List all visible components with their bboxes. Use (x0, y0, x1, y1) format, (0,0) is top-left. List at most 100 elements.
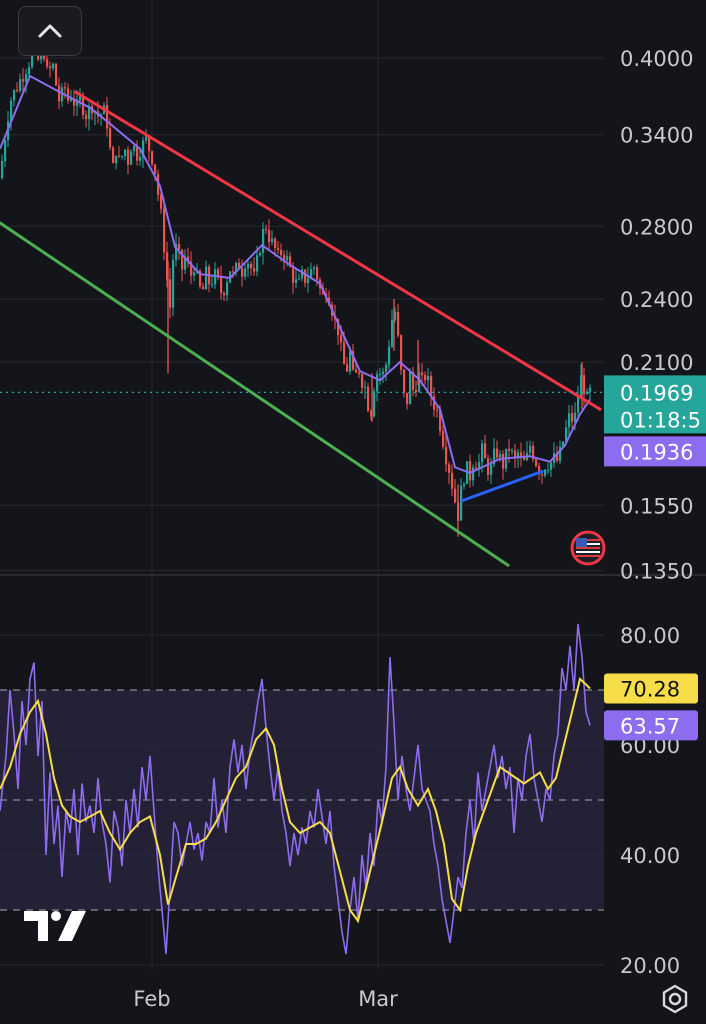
candle-body (130, 151, 133, 165)
us-flag-icon[interactable] (570, 530, 606, 566)
candle-body (427, 376, 430, 381)
candle-body (190, 261, 193, 276)
price-tick-label: 0.2100 (620, 351, 693, 375)
candle-body (382, 371, 385, 375)
rsi-pane[interactable] (0, 623, 591, 955)
candle-body (199, 270, 202, 287)
candle-body (265, 228, 268, 230)
collapse-button[interactable] (18, 6, 82, 56)
candle-body (280, 250, 283, 255)
candle-body (487, 458, 490, 475)
candle-body (580, 375, 583, 397)
candle-body (262, 228, 265, 253)
candle-body (385, 364, 388, 372)
candle-body (445, 446, 448, 465)
candle-body (211, 284, 214, 286)
candle-body (160, 194, 163, 209)
last-price-label: 0.1969 (620, 381, 693, 405)
candle-body (529, 445, 532, 453)
candle-body (79, 95, 82, 102)
candle-body (268, 229, 271, 243)
candle-body (1, 160, 4, 179)
flag-stripe (576, 551, 600, 553)
candle-body (475, 467, 478, 469)
resistance-trendline[interactable] (74, 90, 602, 411)
candle-body (220, 276, 223, 294)
candle-body (295, 279, 298, 283)
candle-body (13, 90, 16, 101)
candle-body (481, 443, 484, 463)
candle-body (118, 155, 121, 157)
candle-body (472, 467, 475, 481)
candle-body (451, 472, 454, 489)
lower-channel-trendline[interactable] (0, 221, 510, 567)
candle-body (232, 271, 235, 273)
candle-body (253, 268, 256, 272)
candle-body (73, 98, 76, 106)
candle-body (154, 164, 157, 174)
countdown-label: 01:18:5 (620, 408, 701, 432)
candle-body (283, 254, 286, 261)
candle-body (433, 396, 436, 410)
chevron-up-icon (38, 24, 62, 38)
candle-body (58, 85, 61, 102)
candle-body (289, 256, 292, 267)
candle-body (22, 79, 25, 82)
candle-body (502, 454, 505, 469)
candle-body (241, 268, 244, 277)
flag-stripe (576, 555, 600, 557)
candle-body (121, 156, 124, 158)
candle-body (568, 413, 571, 428)
candle-body (340, 334, 343, 343)
settings-button[interactable] (658, 982, 692, 1016)
candle-body (16, 90, 19, 92)
candle-body (397, 312, 400, 336)
candle-body (172, 259, 175, 308)
short-support-trendline[interactable] (460, 470, 544, 503)
candle-body (88, 105, 91, 120)
candle-body (367, 386, 370, 412)
candle-body (442, 431, 445, 447)
candle-body (556, 453, 559, 461)
candle-body (205, 266, 208, 290)
candle-body (187, 256, 190, 262)
candle-body (355, 369, 358, 373)
candle-body (550, 462, 553, 470)
candle-body (358, 372, 361, 375)
candle-body (244, 268, 247, 277)
candle-body (142, 140, 145, 157)
candle-body (82, 95, 85, 115)
candle-body (337, 318, 340, 335)
gear-icon (662, 984, 688, 1014)
candle-body (259, 252, 262, 256)
candle-body (193, 272, 196, 276)
ma-value-badge (604, 436, 706, 467)
candle-body (136, 146, 139, 161)
candle-body (343, 342, 346, 365)
candle-body (307, 278, 310, 284)
candle-body (226, 282, 229, 296)
candle-body (379, 374, 382, 376)
candle-body (292, 266, 295, 283)
candle-body (373, 391, 376, 417)
candle-body (364, 386, 367, 388)
candle-body (202, 286, 205, 290)
candle-body (112, 147, 115, 164)
candle-body (478, 462, 481, 469)
rsi-line (0, 623, 591, 955)
candle-body (274, 238, 277, 249)
candle-body (547, 469, 550, 471)
candle-body (514, 450, 517, 459)
rsi-band (0, 689, 604, 911)
candle-body (298, 278, 301, 280)
moving-average-line (0, 74, 591, 474)
candle-body (421, 372, 424, 376)
candle-body (28, 67, 31, 75)
candle-body (166, 252, 169, 280)
candle-body (388, 346, 391, 365)
price-tick-label: 0.2400 (620, 288, 693, 312)
candle-body (583, 375, 586, 395)
price-pane[interactable] (0, 40, 604, 567)
candle-body (370, 411, 373, 417)
